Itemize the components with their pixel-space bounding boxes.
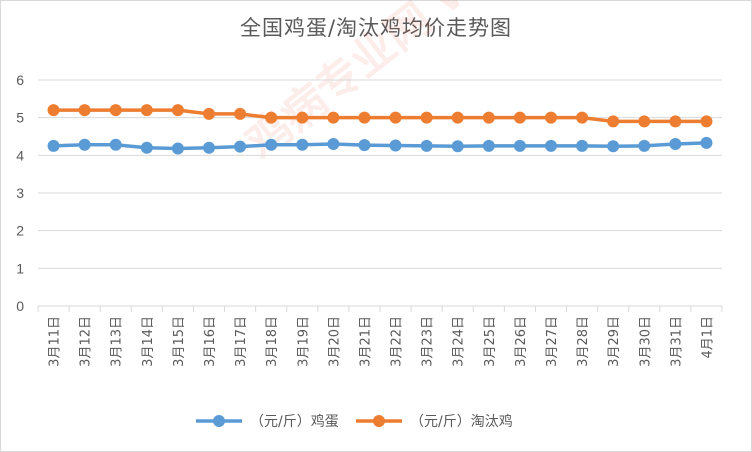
x-tick-label: 3月17日 <box>234 316 249 367</box>
data-point <box>109 138 122 151</box>
data-point <box>451 140 464 153</box>
y-tick-label: 6 <box>16 72 24 88</box>
x-tick-label: 3月29日 <box>607 316 622 367</box>
data-point <box>576 139 589 152</box>
x-tick-label: 3月26日 <box>514 316 529 367</box>
data-point <box>545 111 557 124</box>
data-point <box>109 104 122 117</box>
y-tick-label: 4 <box>16 147 24 163</box>
data-point <box>389 139 402 152</box>
data-point <box>171 104 184 117</box>
x-tick-label: 3月15日 <box>172 316 187 367</box>
data-point <box>607 115 620 128</box>
data-point <box>700 115 713 128</box>
y-tick-label: 5 <box>16 110 24 126</box>
data-point <box>234 140 247 153</box>
x-tick-label: 3月23日 <box>421 316 436 367</box>
data-point <box>265 138 278 151</box>
series-line <box>53 108 707 124</box>
data-point <box>47 139 60 152</box>
x-tick-label: 3月12日 <box>79 316 94 367</box>
data-point <box>296 138 309 151</box>
data-point <box>513 111 526 124</box>
data-point <box>47 104 60 117</box>
x-tick-label: 3月31日 <box>669 316 684 367</box>
x-tick-label: 3月25日 <box>483 316 498 367</box>
x-tick-label: 3月28日 <box>576 316 591 367</box>
data-point <box>327 111 340 124</box>
data-point <box>78 138 91 151</box>
x-tick-label: 3月20日 <box>327 316 342 367</box>
series-line <box>53 141 707 151</box>
data-point <box>234 107 247 120</box>
data-point <box>482 111 495 124</box>
data-point <box>203 107 215 120</box>
x-tick-label: 3月14日 <box>141 316 156 367</box>
data-point <box>638 115 651 128</box>
data-point <box>389 111 402 124</box>
y-tick-label: 1 <box>16 260 24 276</box>
data-point <box>545 139 557 152</box>
data-point <box>140 141 153 154</box>
data-point <box>171 142 184 155</box>
y-tick-label: 3 <box>16 185 24 201</box>
data-point <box>513 139 526 152</box>
data-point <box>607 140 620 153</box>
x-tick-label: 3月19日 <box>296 316 311 367</box>
x-tick-label: 3月30日 <box>638 316 653 367</box>
x-tick-label: 4月1日 <box>700 316 715 359</box>
data-point <box>420 139 433 152</box>
chart-title: 全国鸡蛋/淘汰鸡均价走势图 <box>239 16 513 40</box>
x-tick-label: 3月18日 <box>265 316 280 367</box>
data-point <box>451 111 464 124</box>
legend-marker <box>213 415 225 427</box>
y-tick-label: 0 <box>16 298 24 314</box>
data-point <box>482 139 495 152</box>
data-point <box>669 138 682 151</box>
x-tick-label: 3月11日 <box>48 316 63 367</box>
x-tick-label: 3月27日 <box>545 316 560 367</box>
data-point <box>203 141 215 154</box>
legend-marker <box>373 415 385 427</box>
x-tick-label: 3月13日 <box>110 316 125 367</box>
data-point <box>700 136 713 149</box>
data-point <box>358 139 371 152</box>
data-point <box>265 111 278 124</box>
data-point <box>296 111 309 124</box>
data-point <box>420 111 433 124</box>
x-tick-label: 3月21日 <box>358 316 373 367</box>
data-point <box>78 104 91 117</box>
x-tick-label: 3月16日 <box>203 316 218 367</box>
legend-label: （元/斤）鸡蛋 <box>250 413 339 430</box>
y-tick-label: 2 <box>16 223 24 239</box>
x-tick-label: 3月24日 <box>452 316 467 367</box>
x-tick-label: 3月22日 <box>390 316 405 367</box>
data-point <box>576 111 589 124</box>
data-point <box>638 139 651 152</box>
data-point <box>327 138 340 151</box>
data-point <box>140 104 153 117</box>
legend-label: （元/斤）淘汰鸡 <box>410 413 513 430</box>
data-point <box>669 115 682 128</box>
data-point <box>358 111 371 124</box>
